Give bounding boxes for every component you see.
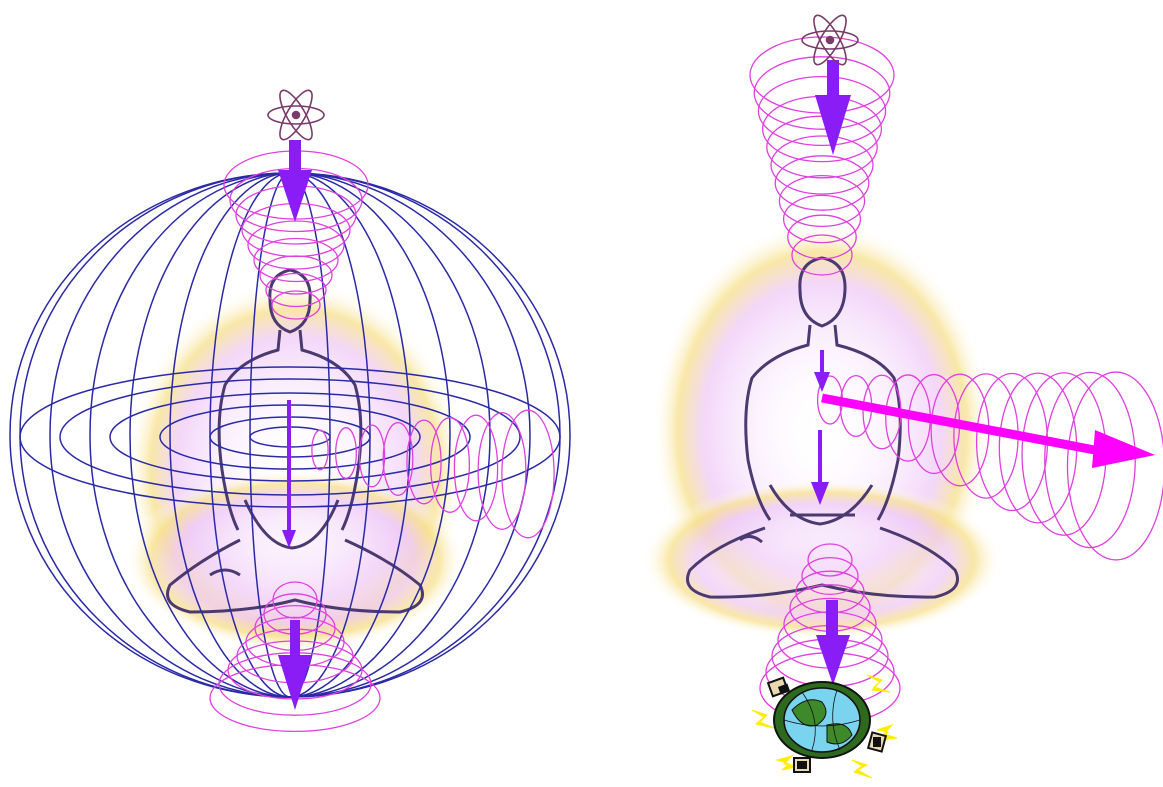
atom-icon (801, 14, 859, 66)
flow-arrow-down (811, 60, 851, 685)
vortex-ring-top (247, 220, 345, 270)
vortex-ring-heart (1066, 371, 1163, 561)
vortex-ring-top (787, 214, 857, 260)
vortex-ring-top (778, 174, 866, 228)
vortex-ring-right (382, 422, 414, 496)
vortex-ring-top (259, 255, 333, 295)
vortex-ring-top (253, 237, 339, 283)
vortex-ring-right (453, 414, 499, 522)
vortex-ring-right (311, 429, 329, 471)
vortex-ring-top (766, 115, 878, 179)
vortex-ring-top (753, 56, 891, 130)
grounding-panel (642, 14, 1163, 779)
vortex-ring-bottom (807, 543, 853, 577)
vortex-ring-top (791, 234, 853, 276)
vortex-ring-top (265, 272, 327, 308)
earth-icon (751, 674, 898, 779)
satellite-icon (766, 676, 888, 773)
vortex-ring-top (271, 290, 321, 320)
vortex-ring-right (477, 412, 527, 530)
vortex-ring-heart (1044, 371, 1136, 549)
vortex-ring-bottom (801, 556, 859, 596)
vortex-ring-right (406, 419, 442, 505)
vortex-ring-top (770, 135, 874, 195)
outward-arrow (821, 393, 1155, 468)
vortex-ring-top (774, 155, 870, 211)
atom-icon (267, 89, 325, 141)
vortex-ring-top (757, 75, 887, 147)
toroidal-field-panel (9, 89, 571, 733)
vortex-ring-right (429, 417, 470, 513)
vortex-ring-right (358, 424, 386, 488)
flow-arrow-down (278, 140, 312, 710)
vortex-ring-right (501, 409, 555, 539)
vortex-ring-top (782, 194, 862, 244)
vortex-ring-right (334, 427, 357, 479)
aura-glow (125, 280, 465, 660)
